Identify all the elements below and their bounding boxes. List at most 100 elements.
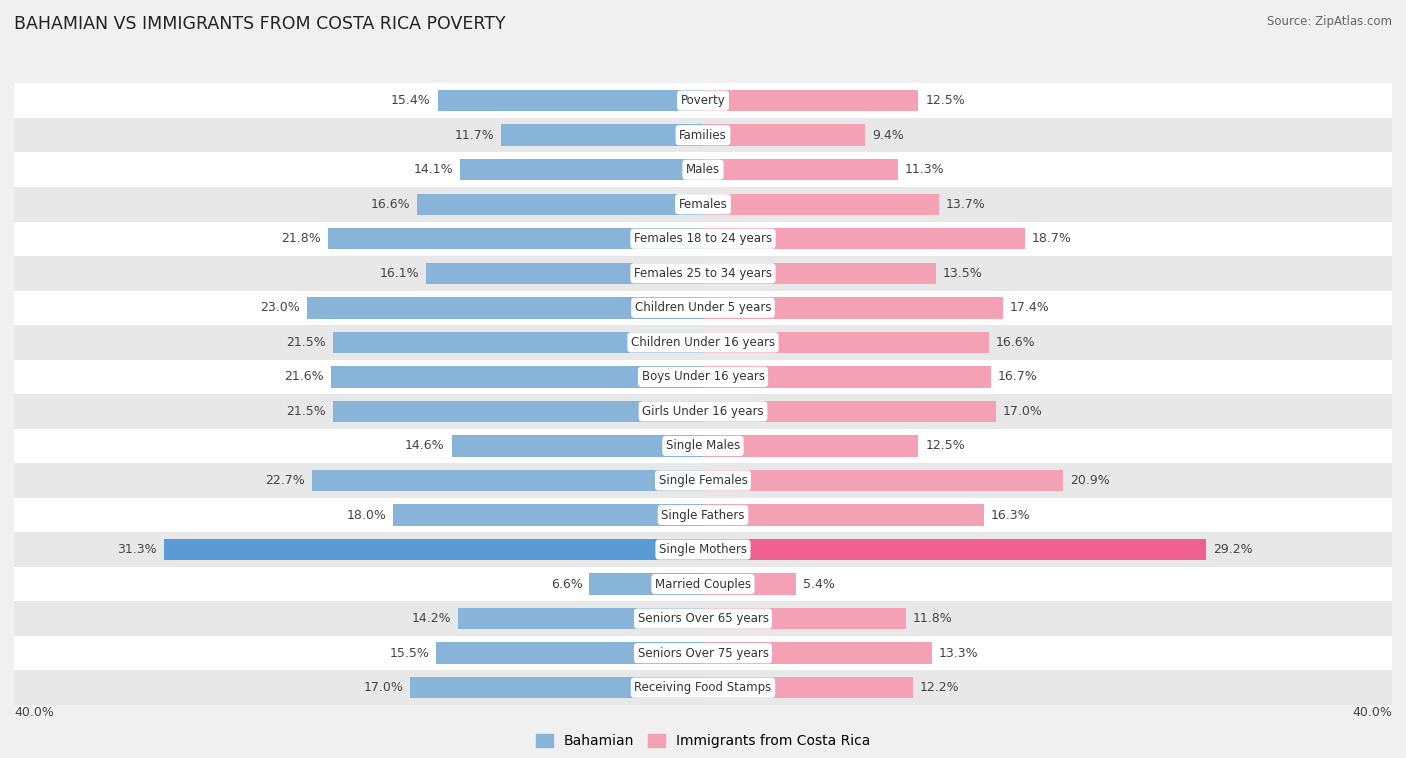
Text: Boys Under 16 years: Boys Under 16 years [641,371,765,384]
Text: 5.4%: 5.4% [803,578,835,590]
Text: 16.3%: 16.3% [991,509,1031,522]
Bar [392,504,703,526]
Bar [703,677,912,698]
Text: 16.1%: 16.1% [380,267,419,280]
Bar [703,297,1002,318]
Text: 18.7%: 18.7% [1032,232,1071,246]
Text: 22.7%: 22.7% [266,474,305,487]
Text: 15.4%: 15.4% [391,94,430,107]
Bar [411,677,703,698]
Text: 29.2%: 29.2% [1213,543,1253,556]
Bar [14,394,1392,429]
Text: Children Under 5 years: Children Under 5 years [634,302,772,315]
Bar [14,359,1392,394]
Bar [165,539,703,560]
Bar [703,332,988,353]
Text: 14.1%: 14.1% [413,163,453,176]
Text: 21.5%: 21.5% [285,336,326,349]
Bar [14,152,1392,187]
Bar [703,401,995,422]
Text: Children Under 16 years: Children Under 16 years [631,336,775,349]
Text: Seniors Over 65 years: Seniors Over 65 years [637,612,769,625]
Text: 16.6%: 16.6% [995,336,1035,349]
Text: 9.4%: 9.4% [872,129,904,142]
Bar [14,187,1392,221]
Text: Girls Under 16 years: Girls Under 16 years [643,405,763,418]
Bar [14,463,1392,498]
Bar [703,366,991,387]
Bar [703,435,918,456]
Text: Receiving Food Stamps: Receiving Food Stamps [634,681,772,694]
Text: 6.6%: 6.6% [551,578,582,590]
Text: 11.3%: 11.3% [904,163,945,176]
Bar [703,504,984,526]
Text: Source: ZipAtlas.com: Source: ZipAtlas.com [1267,15,1392,28]
Text: 40.0%: 40.0% [14,706,53,719]
Bar [14,498,1392,532]
Text: Females: Females [679,198,727,211]
Bar [703,539,1206,560]
Bar [328,228,703,249]
Text: 31.3%: 31.3% [117,543,157,556]
Text: 11.8%: 11.8% [912,612,953,625]
Text: 15.5%: 15.5% [389,647,429,659]
Text: 14.6%: 14.6% [405,440,444,453]
Text: Single Mothers: Single Mothers [659,543,747,556]
Bar [703,90,918,111]
Text: 14.2%: 14.2% [412,612,451,625]
Bar [14,118,1392,152]
Bar [703,262,935,284]
Text: 12.2%: 12.2% [920,681,960,694]
Bar [14,429,1392,463]
Bar [436,643,703,664]
Bar [418,193,703,215]
Text: Single Females: Single Females [658,474,748,487]
Bar [460,159,703,180]
Bar [703,573,796,595]
Text: Poverty: Poverty [681,94,725,107]
Bar [703,470,1063,491]
Text: Married Couples: Married Couples [655,578,751,590]
Bar [14,636,1392,670]
Bar [437,90,703,111]
Bar [703,193,939,215]
Text: 17.4%: 17.4% [1010,302,1049,315]
Text: 17.0%: 17.0% [1002,405,1043,418]
Text: 23.0%: 23.0% [260,302,299,315]
Bar [14,532,1392,567]
Text: 17.0%: 17.0% [363,681,404,694]
Bar [333,401,703,422]
Text: 11.7%: 11.7% [456,129,495,142]
Bar [703,608,907,629]
Text: Females 25 to 34 years: Females 25 to 34 years [634,267,772,280]
Bar [14,567,1392,601]
Bar [458,608,703,629]
Bar [14,221,1392,256]
Text: Single Fathers: Single Fathers [661,509,745,522]
Bar [426,262,703,284]
Bar [14,670,1392,705]
Text: 13.5%: 13.5% [942,267,983,280]
Text: Single Males: Single Males [666,440,740,453]
Bar [14,601,1392,636]
Text: 12.5%: 12.5% [925,94,965,107]
Text: 21.8%: 21.8% [281,232,321,246]
Bar [14,290,1392,325]
Bar [307,297,703,318]
Bar [703,124,865,146]
Text: 21.5%: 21.5% [285,405,326,418]
Text: 21.6%: 21.6% [284,371,323,384]
Bar [312,470,703,491]
Text: Seniors Over 75 years: Seniors Over 75 years [637,647,769,659]
Text: 20.9%: 20.9% [1070,474,1109,487]
Text: 12.5%: 12.5% [925,440,965,453]
Bar [14,325,1392,359]
Bar [14,83,1392,118]
Text: 18.0%: 18.0% [346,509,387,522]
Text: 16.7%: 16.7% [997,371,1038,384]
Text: BAHAMIAN VS IMMIGRANTS FROM COSTA RICA POVERTY: BAHAMIAN VS IMMIGRANTS FROM COSTA RICA P… [14,15,506,33]
Text: 40.0%: 40.0% [1353,706,1392,719]
Text: Males: Males [686,163,720,176]
Bar [703,643,932,664]
Text: 13.7%: 13.7% [946,198,986,211]
